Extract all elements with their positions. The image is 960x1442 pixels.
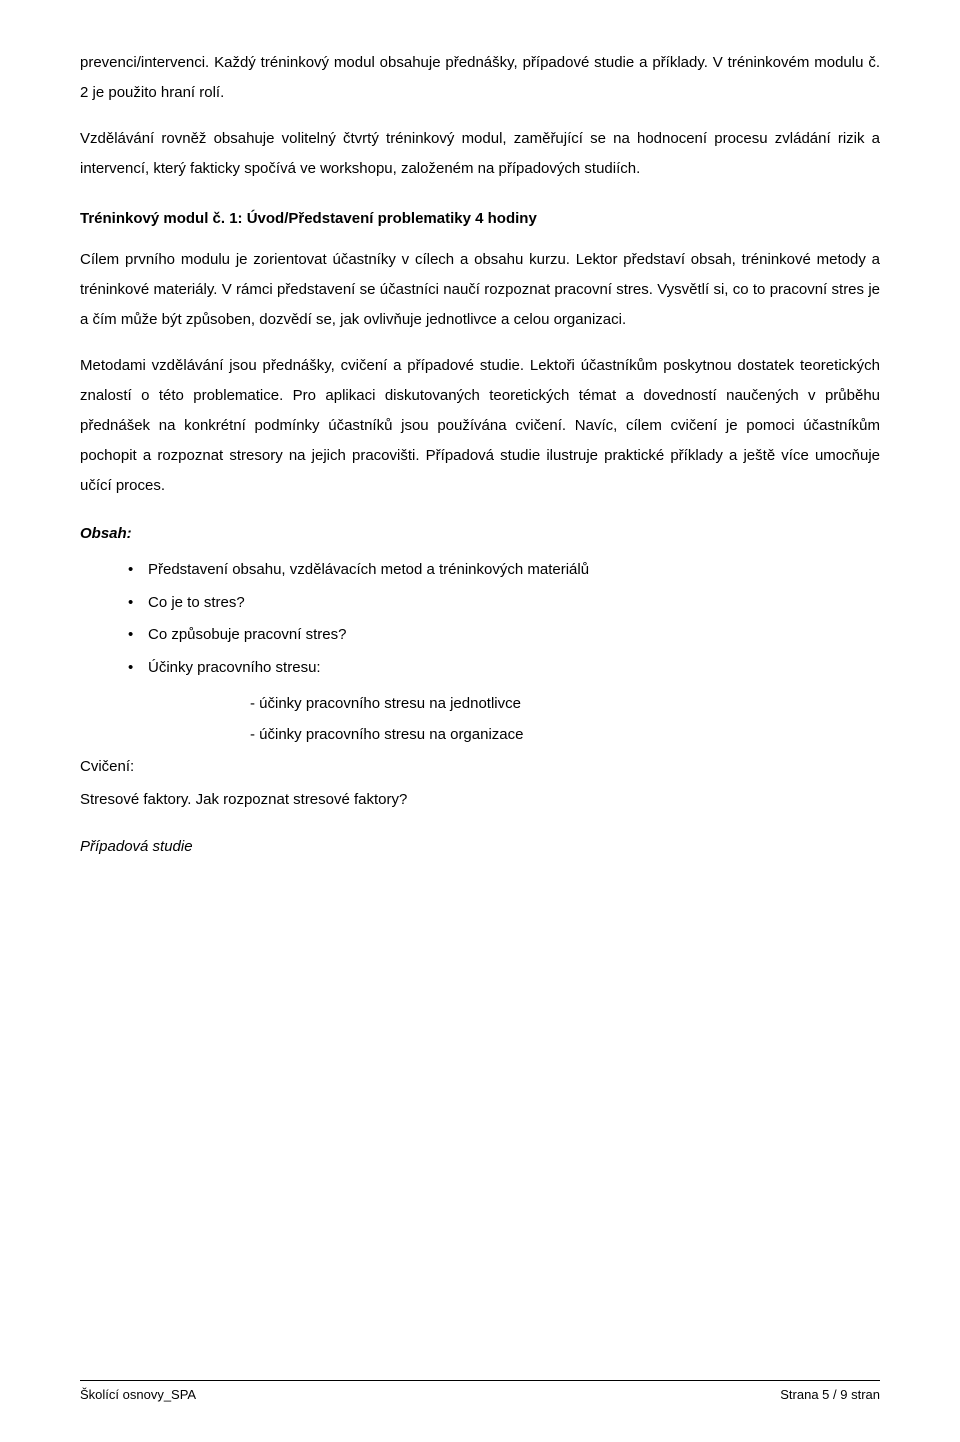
page-footer: Školící osnovy_SPA Strana 5 / 9 stran — [80, 1380, 880, 1402]
content-bullet-list: Představení obsahu, vzdělávacích metod a… — [80, 556, 880, 682]
body-content: prevenci/intervenci. Každý tréninkový mo… — [80, 48, 880, 1340]
document-page: prevenci/intervenci. Každý tréninkový mo… — [0, 0, 960, 1442]
footer-right: Strana 5 / 9 stran — [780, 1387, 880, 1402]
exercise-label: Cvičení: — [80, 753, 880, 782]
module-paragraph-1: Cílem prvního modulu je zorientovat účas… — [80, 245, 880, 335]
case-study-label: Případová studie — [80, 838, 880, 855]
footer-left: Školící osnovy_SPA — [80, 1387, 196, 1402]
module-paragraph-2: Metodami vzdělávání jsou přednášky, cvič… — [80, 351, 880, 501]
module-heading: Tréninkový modul č. 1: Úvod/Představení … — [80, 210, 880, 227]
content-label: Obsah: — [80, 525, 880, 542]
intro-paragraph-2: Vzdělávání rovněž obsahuje volitelný čtv… — [80, 124, 880, 184]
sub-bullet-2: - účinky pracovního stresu na organizace — [80, 721, 880, 750]
sub-bullet-1: - účinky pracovního stresu na jednotlivc… — [80, 690, 880, 719]
bullet-item: Co způsobuje pracovní stres? — [128, 621, 880, 650]
bullet-item: Účinky pracovního stresu: — [128, 654, 880, 683]
bullet-item: Co je to stres? — [128, 589, 880, 618]
bullet-item: Představení obsahu, vzdělávacích metod a… — [128, 556, 880, 585]
exercise-text: Stresové faktory. Jak rozpoznat stresové… — [80, 786, 880, 815]
intro-paragraph-1: prevenci/intervenci. Každý tréninkový mo… — [80, 48, 880, 108]
